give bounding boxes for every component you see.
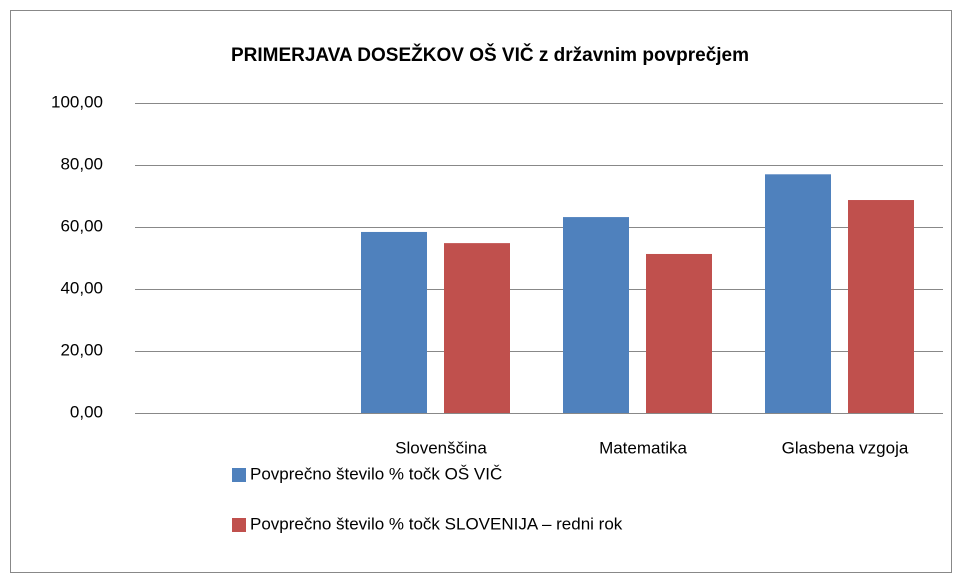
y-tick-label: 40,00 xyxy=(60,278,103,297)
x-tick-label: Glasbena vzgoja xyxy=(782,438,909,457)
y-tick-label: 20,00 xyxy=(60,340,103,359)
y-tick-label: 100,00 xyxy=(51,92,103,111)
bar xyxy=(563,217,629,413)
legend-label: Povprečno število % točk OŠ VIČ xyxy=(250,464,502,483)
legend-label: Povprečno število % točk SLOVENIJA – red… xyxy=(250,514,623,533)
chart-title: PRIMERJAVA DOSEŽKOV OŠ VIČ z državnim po… xyxy=(231,44,749,66)
x-tick-label: Slovenščina xyxy=(395,438,487,457)
bar xyxy=(444,243,510,413)
legend-swatch xyxy=(232,518,246,532)
x-tick-label: Matematika xyxy=(599,438,687,457)
bar xyxy=(646,253,712,413)
bar xyxy=(361,231,427,413)
y-tick-label: 60,00 xyxy=(60,216,103,235)
bar xyxy=(848,200,914,413)
y-tick-label: 0,00 xyxy=(70,402,103,421)
legend-swatch xyxy=(232,468,246,482)
bar xyxy=(765,174,831,413)
y-tick-label: 80,00 xyxy=(60,154,103,173)
